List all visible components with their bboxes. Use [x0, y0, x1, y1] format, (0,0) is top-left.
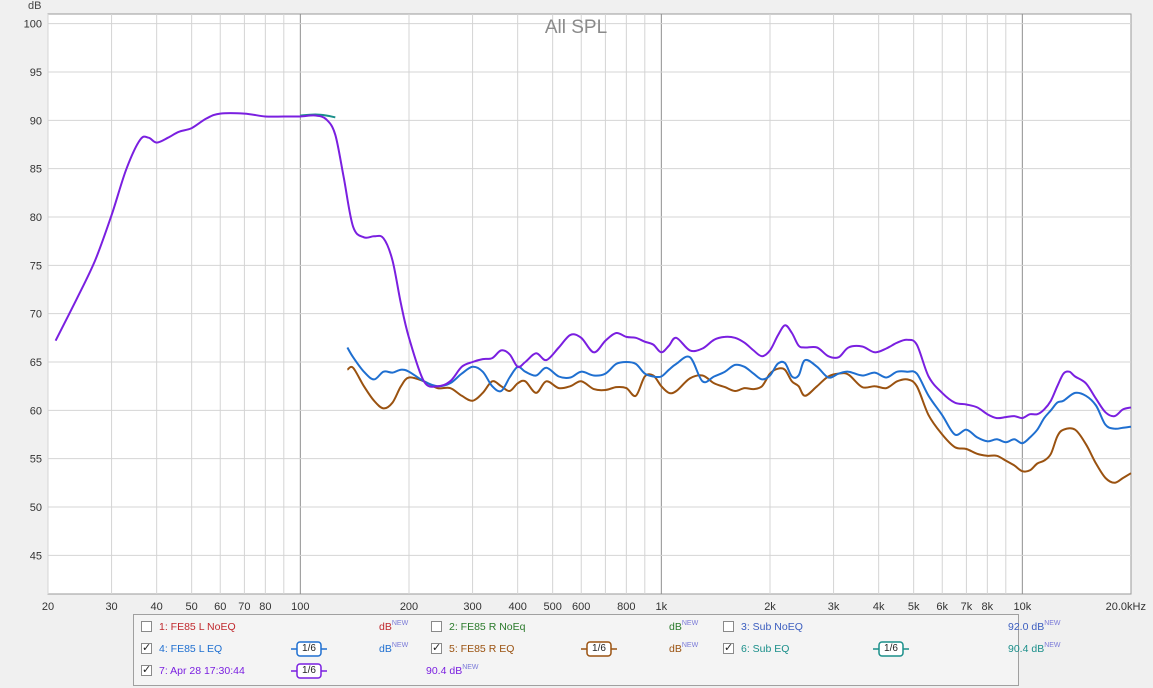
legend-label[interactable]: 6: Sub EQ	[741, 643, 790, 655]
legend-item: ✓ 4: FE85 L EQ	[141, 640, 291, 658]
x-tick-label: 20.0kHz	[1106, 601, 1146, 612]
y-tick-label: 45	[30, 550, 42, 562]
x-tick-label: 50	[186, 601, 198, 612]
smoothing-icon	[873, 641, 909, 657]
spl-chart[interactable]: All SPL dB 100 95 90 85 80 75 70 65 60 55 50 45 20 3…	[0, 0, 1153, 612]
legend-item: 3: Sub NoEQ	[723, 618, 873, 636]
new-badge: NEW	[1044, 642, 1061, 649]
x-tick-label: 70	[238, 601, 250, 612]
legend-offset[interactable]: dBNEW	[669, 642, 699, 655]
y-tick-label: 75	[30, 260, 42, 272]
series-line-5-fe85-r-eq	[346, 365, 1132, 484]
x-tick-label: 5k	[908, 601, 920, 612]
new-badge: NEW	[462, 664, 479, 671]
legend-label[interactable]: 7: Apr 28 17:30:44	[159, 665, 245, 677]
legend-checkbox[interactable]	[723, 621, 734, 632]
x-tick-label: 80	[259, 601, 271, 612]
legend-checkbox[interactable]: ✓	[141, 642, 152, 654]
y-tick-label: 95	[30, 67, 42, 79]
new-badge: NEW	[681, 620, 699, 627]
y-tick-label: 70	[30, 309, 42, 321]
y-tick-label: 55	[30, 454, 42, 466]
y-tick-labels: 100 95 90 85 80 75 70 65 60 55 50 45	[24, 19, 42, 563]
y-tick-label: 90	[30, 115, 42, 127]
plot-area[interactable]	[47, 13, 1132, 595]
series-lines	[54, 112, 1132, 484]
smoothing-label: 1/6	[884, 643, 898, 654]
smoothing-control[interactable]: 1/6	[581, 640, 617, 658]
x-tick-labels: 20 30 40 50 60 70 80 100 200 300 400 500 600 800 1k 2k 3…	[42, 601, 1146, 612]
x-tick-label: 30	[105, 601, 117, 612]
x-tick-label: 400	[508, 601, 526, 612]
legend-item: ✓ 7: Apr 28 17:30:44	[141, 662, 291, 680]
x-tick-label: 10k	[1013, 601, 1031, 612]
y-tick-label: 80	[30, 212, 42, 224]
smoothing-control[interactable]: 1/6	[291, 662, 327, 680]
x-tick-label: 800	[617, 601, 635, 612]
x-tick-label: 3k	[828, 601, 840, 612]
y-tick-label: 85	[30, 164, 42, 176]
x-tick-label: 300	[463, 601, 481, 612]
x-tick-label: 7k	[961, 601, 973, 612]
smoothing-label: 1/6	[302, 665, 316, 676]
grid-lines	[47, 14, 1131, 594]
x-tick-label: 40	[151, 601, 163, 612]
x-tick-label: 100	[291, 601, 309, 612]
smoothing-label: 1/6	[592, 643, 606, 654]
legend-checkbox[interactable]: ✓	[431, 642, 442, 654]
legend-label[interactable]: 3: Sub NoEQ	[741, 621, 803, 633]
legend-item: 1: FE85 L NoEQ	[141, 618, 291, 636]
legend-label[interactable]: 2: FE85 R NoEq	[449, 621, 526, 633]
x-tick-label: 20	[42, 601, 54, 612]
legend-label[interactable]: 4: FE85 L EQ	[159, 643, 223, 655]
legend-item: ✓ 6: Sub EQ	[723, 640, 873, 658]
legend-offset[interactable]: dBNEW	[379, 620, 409, 633]
legend-offset[interactable]: 90.4 dBNEW	[1008, 642, 1061, 655]
x-tick-label: 1k	[656, 601, 668, 612]
smoothing-control[interactable]: 1/6	[873, 640, 909, 658]
x-tick-label: 6k	[936, 601, 948, 612]
legend-checkbox[interactable]: ✓	[141, 664, 152, 676]
new-badge: NEW	[681, 642, 699, 649]
legend-label[interactable]: 1: FE85 L NoEQ	[159, 621, 236, 633]
x-tick-label: 60	[214, 601, 226, 612]
new-badge: NEW	[1044, 620, 1061, 627]
legend-checkbox[interactable]	[141, 621, 152, 632]
legend-offset[interactable]: 90.4 dBNEW	[426, 664, 479, 677]
new-badge: NEW	[391, 642, 409, 649]
legend-panel: 1: FE85 L NoEQ dBNEW 2: FE85 R NoEq dBNEW 3:…	[133, 614, 1061, 686]
legend-label[interactable]: 5: FE85 R EQ	[449, 643, 515, 655]
y-axis-label: dB	[28, 0, 41, 12]
smoothing-icon	[291, 663, 327, 679]
y-tick-label: 60	[30, 405, 42, 417]
x-tick-label: 200	[400, 601, 418, 612]
legend-item: 2: FE85 R NoEq	[431, 618, 581, 636]
legend-offset[interactable]: dBNEW	[669, 620, 699, 633]
smoothing-control[interactable]: 1/6	[291, 640, 327, 658]
legend-item: ✓ 5: FE85 R EQ	[431, 640, 581, 658]
y-tick-label: 65	[30, 357, 42, 369]
x-tick-label: 8k	[982, 601, 994, 612]
legend-checkbox[interactable]: ✓	[723, 642, 734, 654]
x-tick-label: 600	[572, 601, 590, 612]
x-tick-label: 2k	[764, 601, 776, 612]
y-tick-label: 50	[30, 502, 42, 514]
chart-title: All SPL	[545, 17, 607, 38]
legend-checkbox[interactable]	[431, 621, 442, 632]
series-line-7-apr-28-17-30-44	[54, 112, 1132, 420]
legend-offset[interactable]: dBNEW	[379, 642, 409, 655]
smoothing-icon	[291, 641, 327, 657]
x-tick-label: 500	[543, 601, 561, 612]
y-tick-label: 100	[24, 19, 42, 31]
smoothing-icon	[581, 641, 617, 657]
smoothing-label: 1/6	[302, 643, 316, 654]
x-tick-label: 4k	[873, 601, 885, 612]
series-line-4-fe85-l-eq	[346, 347, 1132, 445]
new-badge: NEW	[391, 620, 409, 627]
legend-offset[interactable]: 92.0 dBNEW	[1008, 620, 1061, 633]
